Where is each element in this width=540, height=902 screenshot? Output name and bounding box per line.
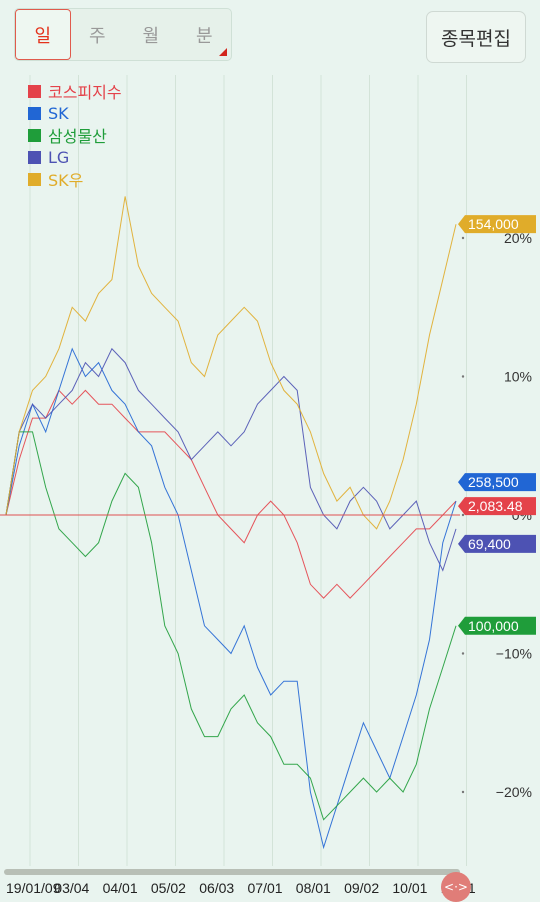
legend-label: 코스피지수 xyxy=(48,83,122,102)
legend-item[interactable]: SK xyxy=(28,102,122,124)
legend-label: 삼성물산 xyxy=(48,127,107,146)
tab-day[interactable]: 일 xyxy=(15,9,71,60)
legend-label: SK xyxy=(48,103,69,123)
series-line-4 xyxy=(5,196,457,530)
x-tick-label: 08/01 xyxy=(296,880,331,896)
x-tick-label: 10/01 xyxy=(392,880,427,896)
series-line-1 xyxy=(5,347,457,850)
legend-swatch xyxy=(28,150,41,164)
x-tick-label: 19/01/09 xyxy=(6,880,61,896)
legend-swatch xyxy=(28,128,41,142)
svg-text:154,000: 154,000 xyxy=(468,216,519,232)
series-end-tag: 258,500 xyxy=(458,473,536,492)
range-handle[interactable]: <·> xyxy=(441,872,471,902)
legend: 코스피지수 SK 삼성물산 LG SK우 xyxy=(28,80,122,190)
y-tick-dot xyxy=(461,513,465,517)
y-tick-dot xyxy=(461,790,465,794)
x-tick-label: 05/02 xyxy=(151,880,186,896)
range-scrollbar[interactable] xyxy=(4,869,460,875)
legend-swatch xyxy=(28,172,41,186)
x-tick-label: 04/01 xyxy=(103,880,138,896)
legend-item[interactable]: SK우 xyxy=(28,168,122,190)
legend-swatch xyxy=(28,106,41,120)
y-tick-label: 10% xyxy=(504,369,532,385)
tab-minute[interactable]: 분 xyxy=(195,25,213,47)
series-end-tag: 100,000 xyxy=(458,616,536,635)
svg-text:69,400: 69,400 xyxy=(468,536,511,552)
x-tick-label: 09/02 xyxy=(344,880,379,896)
y-tick-dot xyxy=(461,375,465,378)
svg-text:100,000: 100,000 xyxy=(468,618,519,634)
legend-swatch xyxy=(28,84,41,98)
series-line-3 xyxy=(5,347,457,572)
tab-week[interactable]: 주 xyxy=(88,25,106,47)
x-tick-label: 03/04 xyxy=(54,880,89,896)
y-tick-label: −10% xyxy=(496,646,532,662)
y-tick-label: 20% xyxy=(504,230,532,246)
legend-label: SK우 xyxy=(48,171,84,190)
legend-item[interactable]: 삼성물산 xyxy=(28,124,122,146)
series-end-tag: 154,000 xyxy=(458,215,536,234)
tab-month[interactable]: 월 xyxy=(142,25,160,47)
series-line-0 xyxy=(5,389,457,599)
period-tabs: 일 주 월 분 xyxy=(14,8,232,61)
legend-item[interactable]: 코스피지수 xyxy=(28,80,122,102)
x-tick-label: 06/03 xyxy=(199,880,234,896)
legend-label: LG xyxy=(48,147,70,167)
y-tick-label: −20% xyxy=(496,784,532,800)
dropdown-corner-icon xyxy=(219,48,227,56)
x-tick-label: 07/01 xyxy=(248,880,283,896)
y-tick-dot xyxy=(461,652,465,655)
series-end-tag: 2,083.48 xyxy=(458,497,536,516)
svg-text:2,083.48: 2,083.48 xyxy=(468,498,523,514)
y-tick-dot xyxy=(461,236,465,240)
svg-text:258,500: 258,500 xyxy=(468,474,519,490)
legend-item[interactable]: LG xyxy=(28,146,122,168)
series-line-2 xyxy=(5,431,457,821)
edit-stocks-button[interactable]: 종목편집 xyxy=(426,11,526,63)
series-end-tag: 69,400 xyxy=(458,534,536,553)
